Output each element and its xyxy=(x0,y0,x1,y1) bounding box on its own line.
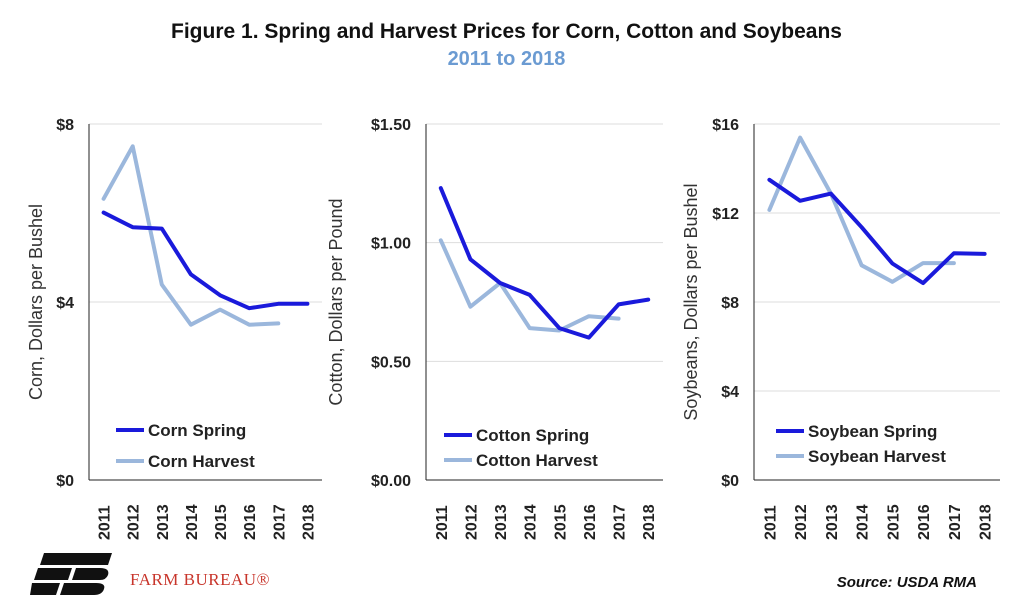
y-axis-label: Corn, Dollars per Bushel xyxy=(26,204,46,400)
y-tick-label: $16 xyxy=(712,117,739,134)
x-tick-label: 2012 xyxy=(126,504,143,540)
source-note: Source: USDA RMA xyxy=(836,574,977,591)
x-tick-label: 2016 xyxy=(242,504,259,540)
series-line-spring xyxy=(767,177,987,286)
series-line-harvest xyxy=(767,135,956,284)
legend-label: Corn Spring xyxy=(148,421,246,440)
x-tick-label: 2017 xyxy=(612,504,629,540)
x-tick-label: 2013 xyxy=(493,504,510,540)
y-tick-label: $4 xyxy=(721,384,739,401)
series-line-harvest xyxy=(101,144,281,327)
y-axis-label: Cotton, Dollars per Pound xyxy=(326,198,346,405)
x-tick-label: 2014 xyxy=(184,504,201,540)
legend-label: Corn Harvest xyxy=(148,452,255,471)
x-tick-label: 2011 xyxy=(762,505,779,540)
y-tick-label: $8 xyxy=(721,295,739,312)
chart-subtitle: 2011 to 2018 xyxy=(447,48,566,70)
x-tick-label: 2018 xyxy=(300,504,317,540)
legend-label: Soybean Harvest xyxy=(808,447,946,466)
x-tick-label: 2015 xyxy=(885,504,902,540)
y-tick-label: $0 xyxy=(56,473,74,490)
x-tick-label: 2015 xyxy=(552,504,569,540)
y-tick-label: $0.00 xyxy=(371,473,411,490)
y-tick-label: $1.50 xyxy=(371,117,411,134)
x-tick-label: 2016 xyxy=(916,504,933,540)
legend-label: Cotton Harvest xyxy=(476,451,598,470)
series-line-harvest xyxy=(438,238,621,333)
x-tick-label: 2018 xyxy=(978,504,995,540)
x-tick-label: 2014 xyxy=(855,504,872,540)
legend-label: Soybean Spring xyxy=(808,422,937,441)
y-tick-label: $4 xyxy=(56,295,74,312)
x-tick-label: 2014 xyxy=(523,504,540,540)
x-tick-label: 2011 xyxy=(434,505,451,540)
y-tick-label: $0 xyxy=(721,473,739,490)
legend-label: Cotton Spring xyxy=(476,426,589,445)
x-tick-label: 2017 xyxy=(271,504,288,540)
x-tick-label: 2015 xyxy=(213,504,230,540)
y-tick-label: $1.00 xyxy=(371,236,411,253)
x-tick-label: 2016 xyxy=(582,504,599,540)
y-tick-label: $8 xyxy=(56,117,74,134)
x-tick-label: 2012 xyxy=(793,504,810,540)
chart-title: Figure 1. Spring and Harvest Prices for … xyxy=(171,20,842,43)
x-tick-label: 2011 xyxy=(97,505,114,540)
x-tick-label: 2012 xyxy=(463,504,480,540)
farm-bureau-logo-icon xyxy=(30,553,112,595)
y-tick-label: $0.50 xyxy=(371,354,411,371)
brand-name: FARM BUREAU® xyxy=(130,570,270,589)
y-axis-label: Soybeans, Dollars per Bushel xyxy=(681,183,701,420)
x-tick-label: 2013 xyxy=(155,504,172,540)
x-tick-label: 2013 xyxy=(824,504,841,540)
x-tick-label: 2018 xyxy=(641,504,658,540)
series-line-spring xyxy=(101,210,310,311)
series-line-spring xyxy=(438,186,651,340)
x-tick-label: 2017 xyxy=(947,504,964,540)
y-tick-label: $12 xyxy=(712,206,739,223)
